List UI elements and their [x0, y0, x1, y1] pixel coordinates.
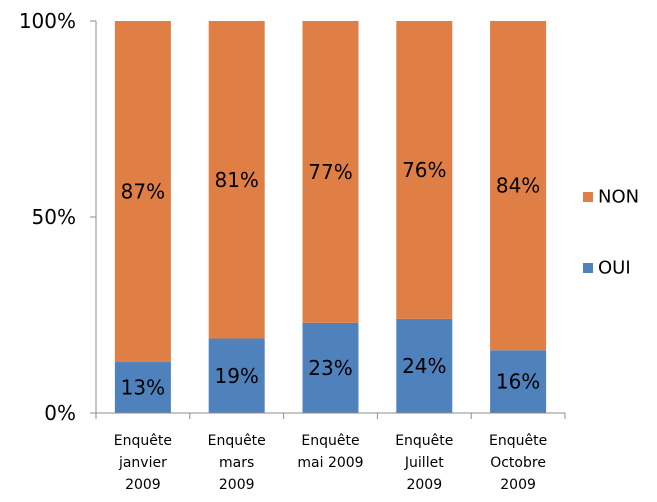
x-category-label-4-line-0: Enquête	[489, 433, 547, 449]
x-category-label-1-line-2: 2009	[219, 477, 255, 493]
bar-non-4	[490, 21, 547, 351]
data-label-non-3: 76%	[402, 158, 446, 182]
x-category-label-2-line-1: mai 2009	[297, 455, 363, 471]
data-label-oui-0: 13%	[121, 376, 165, 400]
y-tick-label-0: 0%	[44, 401, 76, 425]
x-category-label-4-line-1: Octobre	[490, 455, 546, 471]
legend-swatch-non	[583, 192, 593, 202]
legend-label-non: NON	[598, 187, 639, 208]
data-labels-layer: 13% 87% 19% 81% 23% 77% 24% 76% 16% 84%	[121, 158, 541, 400]
data-label-oui-2: 23%	[308, 356, 352, 380]
bar-oui-0	[114, 362, 171, 413]
data-label-non-2: 77%	[308, 160, 352, 184]
x-category-label-4-line-2: 2009	[500, 477, 536, 493]
bar-oui-4	[490, 350, 547, 413]
x-category-label-1-line-0: Enquête	[208, 433, 266, 449]
bar-non-2	[302, 21, 359, 323]
legend-label-oui: OUI	[598, 258, 631, 279]
bar-oui-2	[302, 322, 359, 413]
legend: NON OUI	[583, 187, 639, 279]
bars-layer	[114, 21, 547, 413]
x-category-label-0-line-2: 2009	[125, 477, 161, 493]
data-label-oui-3: 24%	[402, 354, 446, 378]
bar-non-0	[114, 21, 171, 363]
x-category-label-3-line-2: 2009	[406, 477, 442, 493]
bar-non-1	[208, 21, 265, 339]
x-category-label-3-line-1: Juillet	[404, 455, 444, 471]
bar-oui-3	[396, 318, 453, 413]
x-category-label-1-line-1: mars	[219, 455, 254, 471]
legend-swatch-oui	[583, 263, 593, 273]
data-label-non-4: 84%	[496, 174, 540, 198]
data-label-non-1: 81%	[214, 168, 258, 192]
axes-layer: 0% 50% 100% Enquête janvier 2009 Enquête mars 20…	[19, 9, 566, 493]
data-label-non-0: 87%	[121, 180, 165, 204]
bar-non-3	[396, 21, 453, 319]
bar-oui-1	[208, 338, 265, 413]
data-label-oui-4: 16%	[496, 370, 540, 394]
x-category-label-0-line-1: janvier	[118, 455, 167, 471]
y-tick-label-1: 50%	[32, 205, 76, 229]
data-label-oui-1: 19%	[214, 364, 258, 388]
x-category-label-2-line-0: Enquête	[301, 433, 359, 449]
x-category-label-3-line-0: Enquête	[395, 433, 453, 449]
y-tick-label-2: 100%	[19, 9, 76, 33]
x-category-label-0-line-0: Enquête	[114, 433, 172, 449]
